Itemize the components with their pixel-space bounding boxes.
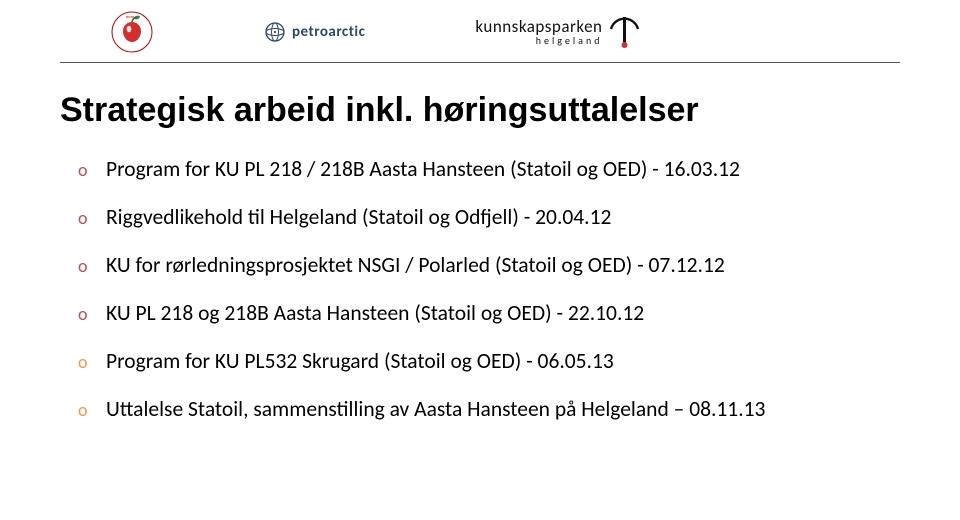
bullet-icon: o [78,257,106,275]
bullet-icon: o [78,401,106,419]
page-title: Strategisk arbeid inkl. høringsuttalelse… [60,91,900,130]
item-text: Uttalelse Statoil, sammenstilling av Aas… [106,396,765,422]
bullet-icon: o [78,209,106,227]
apple-seal-icon: SENTRUM [110,10,154,54]
logo-sentrum: SENTRUM [110,10,154,54]
list-item: o Riggvedlikehold til Helgeland (Statoil… [78,204,900,230]
bullet-list: o Program for KU PL 218 / 218B Aasta Han… [78,156,900,422]
logo-petroarctic: petroarctic [264,21,365,43]
item-text: KU for rørledningsprosjektet NSGI / Pola… [106,252,725,278]
kp-mark-icon [608,15,642,49]
list-item: o Uttalelse Statoil, sammenstilling av A… [78,396,900,422]
kp-title: kunnskapsparken [475,18,602,35]
bullet-icon: o [78,305,106,323]
petroarctic-label: petroarctic [292,23,365,41]
list-item: o Program for KU PL532 Skrugard (Statoil… [78,348,900,374]
header-logos: SENTRUM petroarctic kunnskapsparken helg… [0,0,960,62]
list-item: o KU PL 218 og 218B Aasta Hansteen (Stat… [78,300,900,326]
header-divider [60,62,900,63]
bullet-icon: o [78,353,106,371]
globe-icon [264,21,286,43]
logo-kunnskapsparken: kunnskapsparken helgeland [475,15,642,49]
item-text: Program for KU PL 218 / 218B Aasta Hanst… [106,156,740,182]
item-text: Program for KU PL532 Skrugard (Statoil o… [106,348,614,374]
item-text: KU PL 218 og 218B Aasta Hansteen (Statoi… [106,300,644,326]
kp-subtitle: helgeland [475,36,602,46]
list-item: o KU for rørledningsprosjektet NSGI / Po… [78,252,900,278]
bullet-icon: o [78,161,106,179]
item-text: Riggvedlikehold til Helgeland (Statoil o… [106,204,611,230]
list-item: o Program for KU PL 218 / 218B Aasta Han… [78,156,900,182]
